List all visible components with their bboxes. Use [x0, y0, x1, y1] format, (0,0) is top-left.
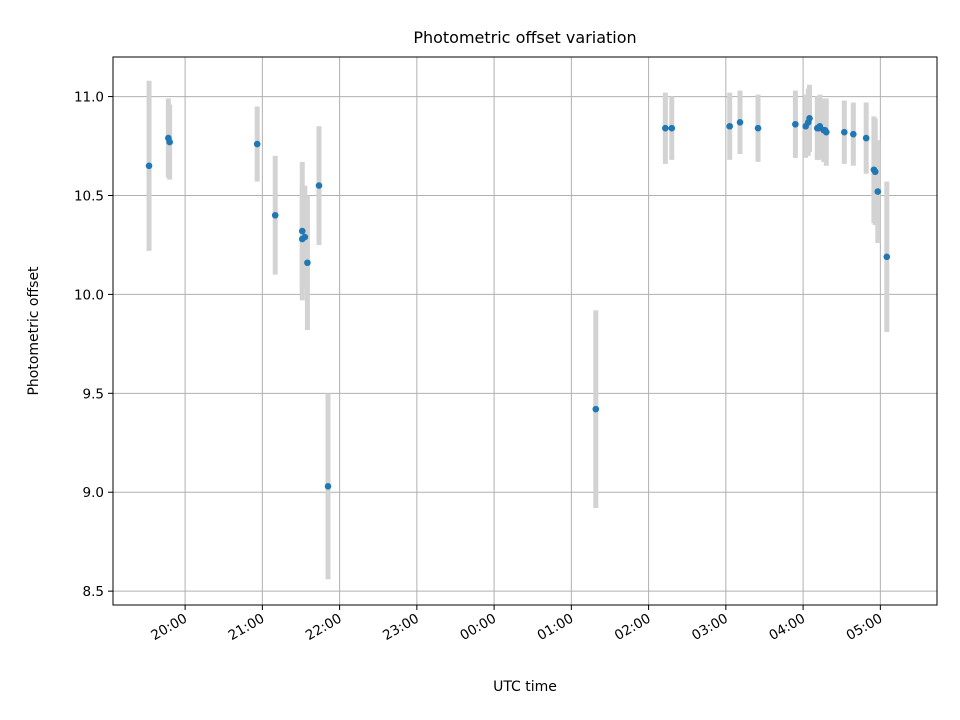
y-tick-label: 11.0 — [74, 90, 104, 106]
y-axis: 8.5 9.0 9.5 10.0 10.5 11.0 — [74, 90, 113, 600]
x-tick-label: 00:00 — [457, 611, 499, 644]
data-point — [822, 128, 830, 136]
data-point — [324, 482, 332, 490]
x-tick-label: 01:00 — [535, 611, 577, 644]
data-point — [301, 233, 309, 241]
y-axis-label: Photometric offset — [26, 266, 42, 396]
y-tick-label: 9.0 — [83, 485, 104, 501]
x-axis: 20:00 21:00 22:00 23:00 00:00 01:00 02:00 03:00… — [148, 605, 885, 644]
data-point — [271, 211, 279, 219]
x-tick-label: 05:00 — [844, 611, 886, 644]
data-point — [871, 168, 879, 176]
data-point — [662, 124, 669, 132]
data-point — [668, 124, 676, 132]
data-point — [304, 259, 311, 267]
data-point — [145, 162, 153, 170]
data-point — [166, 138, 173, 146]
x-tick-label: 23:00 — [380, 611, 422, 644]
data-point — [806, 115, 813, 122]
x-axis-label: UTC time — [493, 679, 557, 695]
plot-frame — [112, 56, 938, 606]
y-tick-label: 10.0 — [74, 287, 104, 303]
data-point — [736, 118, 744, 126]
x-tick-label: 03:00 — [689, 611, 731, 644]
error-bars — [146, 80, 890, 580]
data-point — [726, 122, 734, 130]
data-point — [883, 253, 891, 261]
data-points — [145, 115, 891, 490]
data-point — [850, 130, 857, 138]
data-point — [874, 188, 882, 195]
data-point — [592, 405, 600, 413]
x-tick-label: 02:00 — [612, 611, 654, 644]
data-point — [862, 134, 870, 142]
data-point — [792, 120, 799, 128]
x-tick-label: 20:00 — [148, 611, 190, 644]
data-point — [298, 227, 306, 235]
grid — [113, 57, 937, 605]
data-point — [754, 124, 762, 132]
x-tick-label: 22:00 — [303, 611, 345, 644]
chart-title: Photometric offset variation — [413, 28, 636, 47]
y-tick-label: 10.5 — [74, 188, 104, 204]
y-tick-label: 8.5 — [83, 584, 104, 600]
data-point — [841, 128, 848, 136]
data-point — [315, 182, 323, 189]
x-tick-label: 04:00 — [766, 611, 808, 644]
data-point — [253, 140, 261, 148]
y-tick-label: 9.5 — [83, 386, 104, 402]
x-tick-label: 21:00 — [226, 611, 268, 644]
